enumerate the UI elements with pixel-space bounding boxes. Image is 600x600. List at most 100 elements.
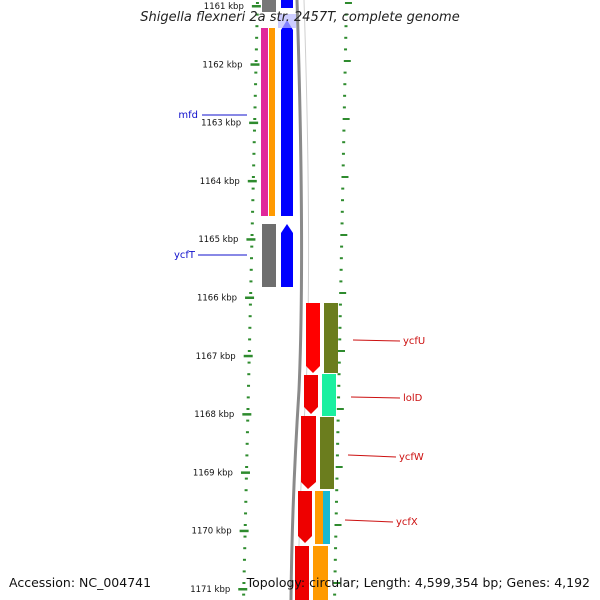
ruler-dot [337,373,341,376]
ruler-dot [246,408,250,410]
ruler-dot [247,350,251,352]
ruler-dot [344,36,348,39]
ruler-dot [341,164,345,167]
ruler-dot [337,384,341,387]
ruler-dot [249,257,253,260]
ruler-dot [243,524,247,526]
ruler-dot [334,500,338,503]
ruler-dot [334,524,342,526]
ruler-tick-label: 1161 kbp [204,2,244,12]
ruler-tick-label: 1166 kbp [197,294,237,304]
ruler-dot [338,315,342,318]
left-feature-tracks [261,0,296,287]
ruler-ticks: 1161 kbp 1162 kbp 1163 kbp 1164 kbp 1165 kbp… [190,2,261,595]
ruler-tick-label: 1169 kbp [193,468,233,478]
ruler-dot [242,558,246,561]
feature-block-orange [269,28,275,216]
ruler-dot [343,60,351,62]
ruler-dot [252,164,256,167]
feature-olive-2 [320,417,334,489]
ruler-dot [251,210,255,213]
gene-next-arrow [295,546,309,600]
ruler-tick [243,354,253,358]
ruler-dot [335,466,343,468]
ruler-tick [250,63,260,66]
ruler-tick-label: 1164 kbp [200,177,240,187]
ruler-dot [247,361,251,364]
ruler-dot [242,582,246,584]
gene-label-ycfU: ycfU [403,336,425,347]
ruler-dot [341,176,349,178]
feature-block-gray [262,224,276,287]
feature-olive-1 [324,303,338,373]
feature-orange-bottom [313,546,328,600]
ruler-dot [248,315,252,318]
ruler-dot [337,361,341,364]
ruler-dot [249,292,253,294]
leader-ycfX [344,519,394,523]
gene-leaders [198,114,401,523]
gene-mfd-top [281,0,293,8]
ruler-dot [338,326,342,329]
ruler-dot [242,593,246,596]
ruler-dot [248,338,252,341]
ruler-tick-label: 1168 kbp [194,410,234,420]
gene-labels: mfd ycfT ycfU lolD ycfW ycfX [174,110,425,528]
ruler-tick [245,296,255,299]
feature-block-magenta [261,28,268,216]
ruler-tick [246,238,256,241]
ruler-tick [240,471,250,474]
ruler-dot [339,292,347,294]
ruler-dot [333,582,341,584]
ruler-dot [338,303,342,306]
ruler-tick [247,179,257,183]
ruler-dot [254,60,258,62]
ruler-dot [252,152,256,155]
ruler-dot [342,118,350,120]
ruler-dot [337,396,341,399]
ruler-tick [251,5,261,8]
leader-lolD [350,396,401,399]
ruler-dot [244,489,248,492]
ruler-dot [336,442,340,445]
ruler-dot [251,199,255,202]
ruler-dot [334,535,338,538]
ruler-dot [335,489,339,492]
ruler-dot [250,234,254,236]
ruler-dot [248,303,252,306]
ruler-dot [245,431,249,434]
ruler-dot [255,13,259,16]
ruler-dot [253,94,257,97]
highlight-glow [278,14,296,28]
accession-text: Accession: NC_004741 [9,575,152,590]
feature-orange-small [315,491,323,544]
ruler-dot [344,25,348,28]
ruler-dot [340,222,344,225]
gene-label-ycfW: ycfW [399,452,424,463]
ruler-dot [341,152,345,155]
ruler-dots-right [333,2,352,596]
ruler-dot [247,373,251,376]
ruler-dot [255,2,259,4]
ruler-dot [344,2,352,4]
ruler-tick [249,121,259,125]
ruler-dot [333,558,337,561]
ruler-dot [340,245,344,248]
ruler-tick-label: 1165 kbp [198,235,238,245]
ruler-tick-label: 1162 kbp [202,60,242,70]
topology-text: Topology: circular; Length: 4,599,354 bp… [246,575,590,590]
ruler-dot [339,280,343,283]
gene-label-ycfT: ycfT [174,250,196,261]
ruler-dot [336,431,340,434]
gene-label-mfd: mfd [178,110,198,121]
ruler-dot [338,350,345,352]
ruler-dot [255,36,259,39]
ruler-dot [249,280,253,283]
gene-ycfW-arrow [301,416,316,489]
ruler-dot [339,257,343,260]
ruler-dot [342,141,346,144]
feature-teal-small [323,491,330,544]
gene-label-ycfX: ycfX [396,517,418,528]
ruler-dot [251,187,255,190]
